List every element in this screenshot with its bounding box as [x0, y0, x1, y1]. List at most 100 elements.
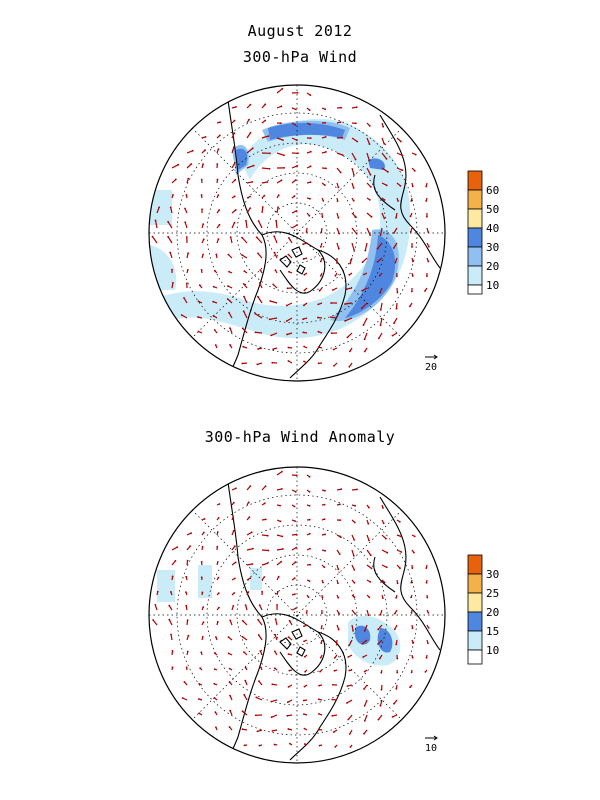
wind-vector-head [258, 604, 261, 607]
wind-vector-head [244, 666, 247, 669]
wind-vector-head [217, 194, 220, 197]
wind-vector-head [382, 522, 385, 525]
wind-vector-head [339, 121, 342, 123]
wind-vector-head [227, 652, 230, 655]
colorbar-2-bin-0 [467, 649, 483, 665]
wind-vector-head [251, 147, 254, 150]
wind-vector [269, 317, 278, 320]
wind-vector [243, 694, 248, 701]
wind-vector-head [248, 118, 250, 121]
wind-vector-head [363, 338, 366, 341]
wind-vector [170, 207, 173, 214]
wind-vector-head [410, 612, 413, 614]
wind-vector-head [217, 576, 220, 579]
wind-vector-head [241, 635, 244, 638]
wind-vector-head [349, 746, 352, 748]
wind-vector-head [309, 150, 312, 153]
wind-vector-head [171, 268, 173, 271]
wind-vector-head [279, 504, 281, 507]
wind-vector-head [412, 642, 414, 644]
wind-vector-head [362, 656, 365, 658]
wind-vector-head [332, 731, 335, 733]
wind-vector-head [334, 746, 337, 748]
wind-vector [344, 302, 353, 305]
map-title: August 2012 [247, 22, 353, 40]
wind-vector [351, 227, 358, 235]
wind-vector-head [309, 94, 312, 96]
map-boundary-1 [148, 84, 446, 382]
wind-vector-head [282, 139, 284, 142]
wind-vector-head [287, 728, 290, 730]
wind-vector-head [333, 657, 336, 659]
wind-vector-head [309, 563, 311, 566]
wind-vector-head [349, 350, 351, 353]
wind-vector-head [377, 628, 379, 631]
wind-vector [186, 150, 193, 154]
wind-vector-head [186, 650, 189, 653]
wind-vector-head [369, 554, 372, 557]
wind-vector-head [317, 330, 320, 333]
wind-vector-head [427, 627, 430, 629]
wind-vector-head [409, 215, 412, 218]
wind-vector-head [234, 561, 237, 564]
wind-vector-head [368, 143, 371, 146]
wind-vector-head [174, 560, 177, 562]
wind-vector-head [425, 200, 428, 202]
wind-vector [256, 696, 263, 701]
wind-vector-head [305, 612, 308, 614]
wind-vector-head [202, 621, 205, 623]
wind-vector [366, 609, 370, 616]
wind-vector-head [369, 234, 371, 237]
wind-vector [184, 222, 188, 229]
wind-vector-head [228, 270, 230, 273]
wind-vector [346, 699, 353, 704]
wind-vector [351, 152, 357, 160]
wind-vector-head [228, 667, 231, 670]
wind-vector-head [337, 568, 340, 571]
wind-vector-head [280, 179, 283, 182]
wind-vector-head [302, 318, 304, 321]
wind-vector [257, 253, 263, 259]
wind-vector [276, 137, 284, 141]
wind-vector-head [154, 219, 157, 222]
wind-vector-head [285, 320, 288, 322]
wind-vector-head [187, 252, 190, 255]
wind-vector-head [213, 682, 216, 685]
wind-vector-head [332, 289, 334, 291]
wind-vector-head [243, 651, 245, 653]
wind-vector-head [411, 627, 414, 630]
wind-vector-head [322, 199, 325, 202]
shade-dark-ne [368, 158, 385, 170]
wind-vector-head [264, 518, 267, 521]
wind-vector [273, 236, 278, 244]
wind-vector-head [348, 733, 351, 735]
wind-vector-head [295, 108, 297, 111]
wind-vector [396, 152, 403, 157]
shade-light-west-2 [198, 565, 212, 598]
wind-vector-head [368, 125, 371, 127]
wind-vector-head [197, 316, 199, 318]
colorbar-1-bin-50 [467, 189, 483, 210]
wind-vector [227, 298, 233, 304]
wind-speed-shading-2 [157, 565, 401, 666]
wind-vector-head [362, 324, 365, 326]
wind-vector-head [200, 178, 203, 181]
wind-vector-head [321, 612, 323, 614]
wind-vector [258, 634, 263, 641]
wind-vector [288, 237, 293, 244]
wind-vector-head [271, 361, 274, 364]
wind-vector-head [323, 566, 326, 569]
wind-vector-head [339, 519, 342, 521]
wind-vector-head [396, 291, 399, 294]
wind-vector-head [308, 580, 311, 582]
wind-vector [246, 132, 251, 139]
wind-vector-head [241, 362, 244, 365]
wind-vector-head [346, 685, 349, 687]
wind-vector-head [324, 122, 327, 124]
wind-vector-head [286, 701, 289, 704]
wind-vector-head [324, 549, 327, 552]
wind-vector-head [156, 590, 159, 593]
wind-vector [291, 165, 298, 169]
wind-vector-head [364, 249, 367, 252]
wind-vector-head [379, 324, 382, 327]
